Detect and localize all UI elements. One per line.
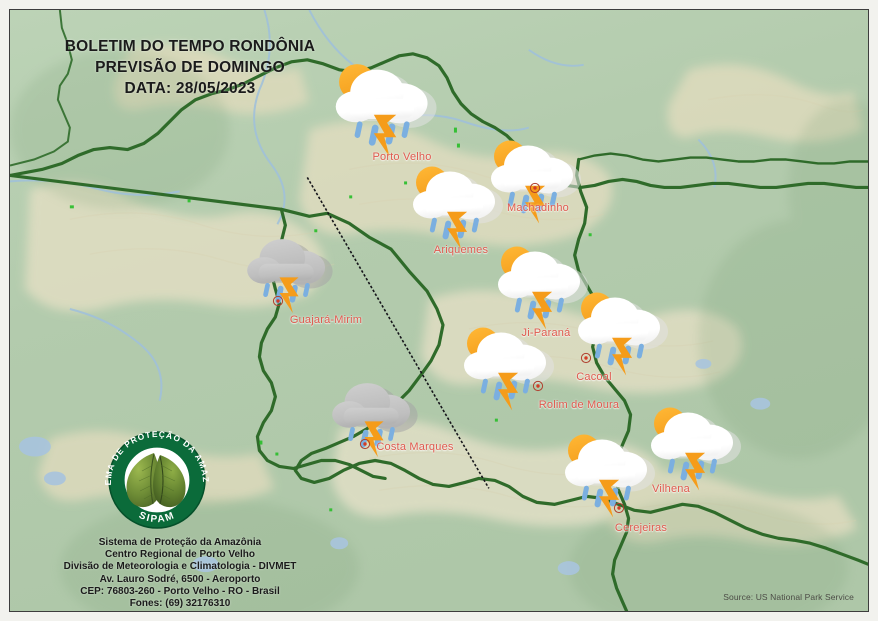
sun-cloud-rain-lightning-icon[interactable]	[555, 426, 663, 523]
city-label: Guajará-Mirim	[289, 314, 363, 326]
sipam-logo: SISTEMA DE PROTEÇÃO DA AMAZÔNIA SIPAM	[94, 418, 216, 531]
cloud-body	[498, 251, 580, 300]
city-marker-icon	[532, 380, 544, 392]
forest-shading	[10, 49, 868, 611]
city-label: Ariquemes	[433, 244, 489, 256]
logo-leaves	[126, 453, 186, 508]
city-marker-icon[interactable]	[613, 501, 625, 514]
lightning-bolt	[279, 277, 299, 314]
lightning-bolt	[612, 337, 633, 376]
sun-cloud-rain-lightning-icon[interactable]	[454, 319, 562, 416]
city-label: Ji-Paraná	[521, 327, 571, 339]
city-marker-icon	[580, 352, 592, 364]
lightning-bolt	[364, 421, 384, 458]
minor-borders	[10, 10, 73, 167]
city-label: Machadinho	[507, 202, 569, 214]
cloud-body	[247, 239, 326, 285]
dashed-reference-line	[306, 177, 490, 489]
city-marker-icon[interactable]	[529, 181, 541, 194]
city-marker-icon	[529, 182, 541, 194]
lightning-bolt	[685, 452, 706, 491]
city-marker-icon[interactable]	[532, 379, 544, 392]
sun-cloud-rain-lightning-icon[interactable]	[481, 132, 589, 229]
state-border-east	[573, 157, 633, 611]
city-marker-icon[interactable]	[272, 294, 284, 307]
state-border-northeast	[578, 152, 868, 165]
footer-contact-block: Sistema de Proteção da Amazônia Centro R…	[32, 537, 328, 610]
lightning-bolt	[447, 211, 468, 250]
rain-streaks	[429, 217, 479, 240]
footer-line-1: Sistema de Proteção da Amazônia	[98, 537, 262, 548]
city-marker-icon[interactable]	[580, 351, 592, 364]
rain-streaks	[514, 297, 564, 320]
footer-line-6: Fones: (69) 32176310	[129, 598, 231, 610]
city-marker-icon	[359, 438, 371, 450]
city-label: Cacoal	[576, 371, 612, 383]
city-label: Vilhena	[652, 483, 690, 495]
footer-line-3: Divisão de Meteorologia e Climatologia -…	[63, 561, 297, 573]
cloud-body	[578, 297, 660, 346]
rain-streaks	[354, 121, 410, 146]
lightning-bolt	[498, 372, 519, 411]
city-marker-icon	[613, 502, 625, 514]
cloud-body	[491, 145, 573, 194]
lightning-bolt	[532, 291, 553, 330]
source-credit: Source: US National Park Service	[723, 592, 854, 602]
map-canvas	[10, 10, 868, 611]
sun-cloud-rain-lightning-icon[interactable]	[325, 54, 446, 162]
cloud-rain-lightning-icon[interactable]	[238, 226, 341, 318]
logo-bottom-text: SIPAM	[137, 510, 177, 525]
rain-streaks	[348, 426, 395, 448]
cloud-body	[565, 439, 647, 488]
lightning-bolt	[599, 479, 620, 518]
state-border-north	[10, 52, 868, 190]
sun-cloud-rain-lightning-icon[interactable]	[568, 284, 676, 381]
city-label: Rolim de Moura	[538, 399, 620, 411]
rain-streaks	[594, 343, 644, 366]
city-label: Costa Marques	[376, 441, 454, 453]
title-line-3: DATA: 28/05/2023	[124, 80, 256, 97]
footer-line-4: Av. Lauro Sodré, 6500 - Aeroporto	[99, 573, 261, 585]
map-frame: BOLETIM DO TEMPO RONDÔNIA PREVISÃO DE DO…	[9, 9, 869, 612]
lightning-bolt	[373, 114, 397, 158]
title-line-1: BOLETIM DO TEMPO RONDÔNIA	[64, 38, 316, 55]
page-title: BOLETIM DO TEMPO RONDÔNIA PREVISÃO DE DO…	[40, 36, 340, 99]
sun-cloud-rain-lightning-icon[interactable]	[641, 399, 749, 496]
city-label: Porto Velho	[372, 151, 432, 163]
cloud-body	[413, 171, 495, 220]
city-marker-icon	[272, 295, 284, 307]
city-marker-icon[interactable]	[359, 437, 371, 450]
cloud-rain-lightning-icon[interactable]	[323, 370, 426, 462]
state-border-south	[10, 173, 868, 566]
cloud-body	[464, 332, 546, 381]
cloud-body	[651, 412, 733, 461]
cloud-body	[335, 69, 428, 124]
footer-line-5: CEP: 76803-260 - Porto Velho - RO - Bras…	[80, 585, 280, 597]
footer-line-2: Centro Regional de Porto Velho	[104, 549, 255, 561]
cloud-body	[332, 383, 411, 429]
sun-cloud-rain-lightning-icon[interactable]	[403, 158, 511, 255]
lightning-bolt	[525, 185, 546, 224]
sun-cloud-rain-lightning-icon[interactable]	[488, 238, 596, 335]
title-line-2: PREVISÃO DE DOMINGO	[95, 59, 285, 76]
city-label: Cerejeiras	[614, 522, 668, 534]
